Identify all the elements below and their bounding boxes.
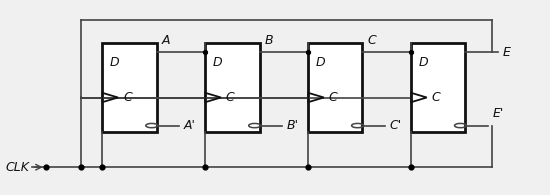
Text: C: C bbox=[226, 91, 235, 104]
Bar bbox=[308, 43, 362, 132]
Text: B': B' bbox=[287, 119, 299, 132]
Bar bbox=[411, 43, 465, 132]
Text: C: C bbox=[329, 91, 338, 104]
Bar bbox=[102, 43, 157, 132]
Text: C': C' bbox=[389, 119, 402, 132]
Text: E: E bbox=[502, 45, 510, 58]
Text: C: C bbox=[123, 91, 132, 104]
Text: C: C bbox=[368, 34, 377, 47]
Text: B: B bbox=[265, 34, 273, 47]
Text: A: A bbox=[162, 34, 170, 47]
Text: D: D bbox=[109, 56, 119, 69]
Text: D: D bbox=[315, 56, 325, 69]
Text: CLK: CLK bbox=[6, 161, 29, 174]
Text: E': E' bbox=[492, 107, 504, 120]
Text: C: C bbox=[432, 91, 441, 104]
Text: A': A' bbox=[184, 119, 196, 132]
Text: D: D bbox=[418, 56, 428, 69]
Bar bbox=[205, 43, 260, 132]
Text: D: D bbox=[212, 56, 222, 69]
